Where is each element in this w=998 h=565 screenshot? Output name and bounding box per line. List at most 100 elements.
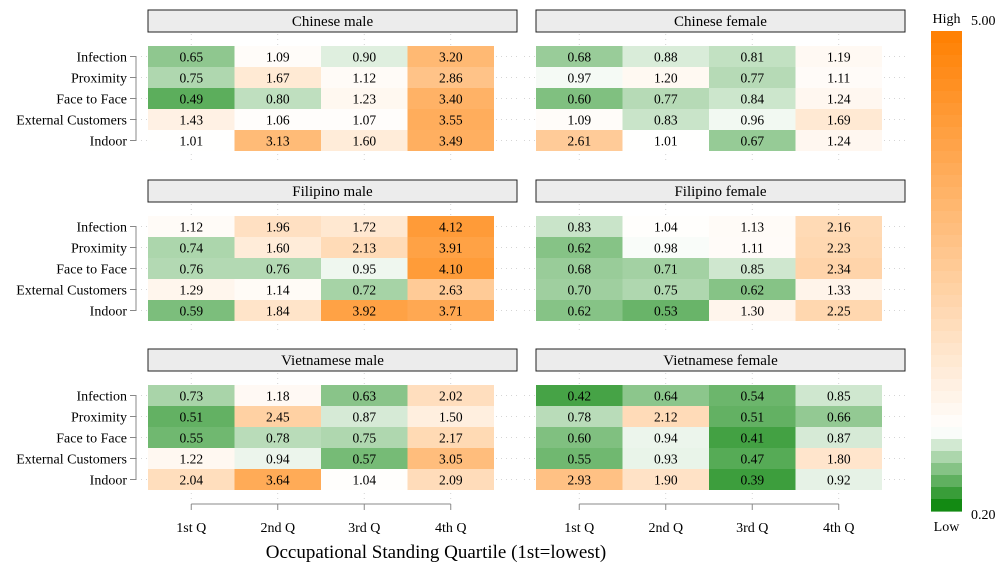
cell-value-label: 0.96	[740, 113, 764, 128]
colorbar-step	[931, 319, 962, 332]
colorbar-low-label: Low	[934, 520, 961, 535]
heatmap-cell	[709, 237, 796, 258]
cell-value-label: 1.04	[352, 473, 376, 488]
heatmap-cell	[795, 88, 882, 109]
panel-title: Vietnamese male	[281, 353, 384, 369]
heatmap-cell	[321, 109, 408, 130]
heatmap-cell	[709, 385, 796, 406]
row-label: Face to Face	[56, 93, 127, 108]
cell-value-label: 0.83	[654, 113, 678, 128]
cell-value-label: 0.80	[266, 92, 290, 107]
colorbar-step	[931, 463, 962, 476]
cell-value-label: 3.64	[266, 473, 290, 488]
cell-value-label: 0.84	[740, 92, 764, 107]
heatmap-cell	[709, 130, 796, 151]
colorbar-step	[931, 223, 962, 236]
cell-value-label: 0.72	[352, 283, 376, 298]
heatmap-cell	[622, 216, 709, 237]
heatmap-cell	[795, 130, 882, 151]
heatmap-cell	[795, 427, 882, 448]
colorbar-step	[931, 427, 962, 440]
heatmap-cell	[148, 469, 235, 490]
colorbar-step	[931, 343, 962, 356]
colorbar-step	[931, 199, 962, 212]
heatmap-cell	[321, 216, 408, 237]
heatmap-cell	[709, 216, 796, 237]
cell-value-label: 1.12	[352, 71, 376, 86]
cell-value-label: 1.11	[741, 241, 764, 256]
heatmap-cell	[234, 67, 321, 88]
cell-value-label: 0.68	[567, 50, 591, 65]
heatmap-cell	[321, 88, 408, 109]
colorbar-step	[931, 271, 962, 284]
x-tick-label: 2nd Q	[648, 521, 683, 536]
heatmap-cell	[795, 216, 882, 237]
cell-value-label: 1.12	[179, 220, 203, 235]
row-label: Infection	[76, 51, 127, 66]
cell-value-label: 0.81	[740, 50, 764, 65]
heatmap-cell	[407, 427, 494, 448]
row-label: External Customers	[16, 453, 127, 468]
heatmap-cell	[321, 385, 408, 406]
cell-value-label: 0.54	[740, 389, 764, 404]
heatmap-cell	[148, 67, 235, 88]
heatmap-cell	[709, 406, 796, 427]
heatmap-cell	[536, 279, 623, 300]
heatmap-cell	[622, 46, 709, 67]
colorbar-step	[931, 175, 962, 188]
heatmap-cell	[536, 216, 623, 237]
x-tick-label: 4th Q	[823, 521, 855, 536]
cell-value-label: 2.12	[654, 410, 678, 425]
colorbar-step	[931, 307, 962, 320]
heatmap-cell	[709, 46, 796, 67]
panel-chinese-female: Chinese female 0.68 0.88 0.81 1.19 0.97 1.20 0.…	[524, 9, 907, 161]
row-label: Indoor	[90, 135, 128, 150]
heatmap-cell	[234, 279, 321, 300]
colorbar-step	[931, 211, 962, 224]
heatmap-cell	[148, 109, 235, 130]
cell-value-label: 3.13	[266, 134, 290, 149]
cell-value-label: 3.20	[439, 50, 463, 65]
cell-value-label: 0.60	[567, 92, 591, 107]
colorbar-step	[931, 55, 962, 68]
cell-value-label: 0.64	[654, 389, 678, 404]
heatmap-cell	[234, 448, 321, 469]
heatmap-cell	[148, 406, 235, 427]
heatmap-cell	[622, 88, 709, 109]
heatmap-cell	[709, 300, 796, 321]
panel-header	[535, 179, 906, 203]
cell-value-label: 1.23	[352, 92, 376, 107]
cell-value-label: 0.49	[179, 92, 203, 107]
heatmap-cell	[407, 406, 494, 427]
heatmap-cell	[536, 300, 623, 321]
cell-value-label: 1.14	[266, 283, 290, 298]
colorbar: High Low 5.00 0.20	[931, 12, 996, 535]
colorbar-step	[931, 139, 962, 152]
colorbar-step	[931, 115, 962, 128]
row-label: Indoor	[90, 474, 128, 489]
heatmap-cell	[795, 279, 882, 300]
colorbar-step	[931, 103, 962, 116]
panel-vietnamese-female: Vietnamese female 0.42 0.64 0.54 0.85 0.78 2.1…	[524, 348, 907, 500]
colorbar-step	[931, 391, 962, 404]
cell-value-label: 1.33	[827, 283, 851, 298]
heatmap-cell	[407, 385, 494, 406]
heatmap-cell	[795, 300, 882, 321]
heatmap-cell	[148, 88, 235, 109]
heatmap-cell	[321, 67, 408, 88]
cell-value-label: 1.69	[827, 113, 851, 128]
panel-title: Filipino male	[292, 184, 373, 200]
cell-value-label: 2.04	[179, 473, 203, 488]
cell-value-label: 0.73	[179, 389, 203, 404]
cell-value-label: 4.10	[439, 262, 463, 277]
heatmap-cell	[148, 237, 235, 258]
heatmap-cell	[622, 406, 709, 427]
heatmap-cell	[234, 88, 321, 109]
panel-title: Chinese female	[674, 14, 767, 30]
heatmap-cell	[622, 130, 709, 151]
heatmap-cell	[148, 46, 235, 67]
cell-value-label: 1.11	[827, 71, 850, 86]
heatmap-cell	[234, 406, 321, 427]
cell-value-label: 0.75	[179, 71, 203, 86]
x-tick-label: 1st Q	[564, 521, 594, 536]
